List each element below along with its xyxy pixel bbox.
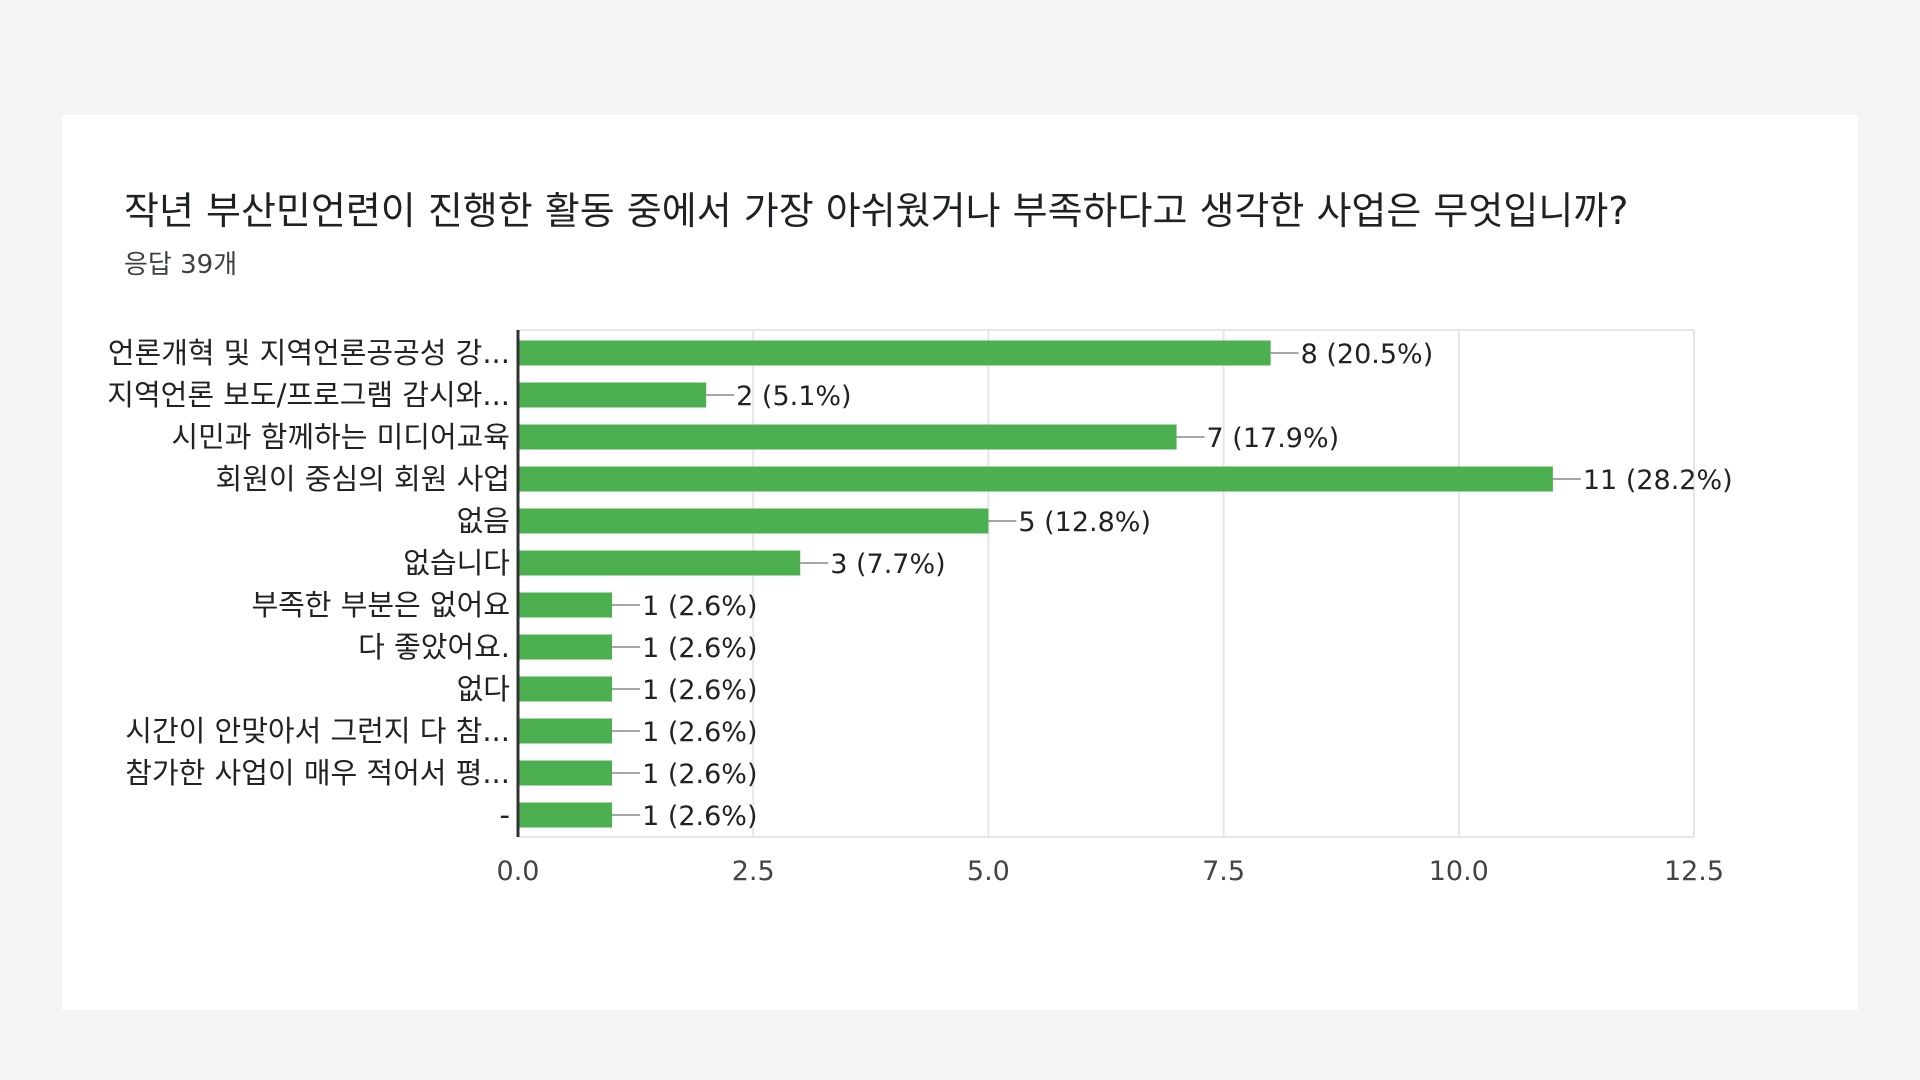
category-label: 없음 (457, 504, 510, 538)
category-label: 시민과 함께하는 미디어교육 (171, 420, 510, 454)
bar (518, 634, 613, 660)
bar (518, 550, 801, 576)
value-label: 2 (5.1%) (736, 381, 851, 412)
category-labels: 언론개혁 및 지역언론공공성 강... 지역언론 보도/프로그램 감시와... 시민… (107, 336, 510, 832)
category-label: 회원이 중심의 회원 사업 (216, 462, 510, 496)
value-label: 1 (2.6%) (642, 717, 757, 748)
value-labels: 8 (20.5%) 2 (5.1%) 7 (17.9%) 11 (28.2%) 5 (1… (642, 339, 1733, 832)
chart-title: 작년 부산민언련이 진행한 활동 중에서 가장 아쉬웠거나 부족하다고 생각한 … (124, 189, 1629, 233)
category-label: - (500, 798, 510, 832)
bar (518, 508, 989, 534)
x-tick-label: 2.5 (732, 856, 775, 887)
bar (518, 592, 613, 618)
x-tick-label: 0.0 (497, 856, 540, 887)
response-count: 응답 39개 (124, 250, 238, 280)
value-label: 1 (2.6%) (642, 759, 757, 790)
bar (518, 718, 613, 744)
x-tick-label: 12.5 (1664, 856, 1724, 887)
category-label: 부족한 부분은 없어요 (251, 588, 510, 622)
x-tick-label: 5.0 (967, 856, 1010, 887)
bar (518, 676, 613, 702)
value-label: 1 (2.6%) (642, 801, 757, 832)
bar (518, 760, 613, 786)
bar (518, 382, 707, 408)
category-label: 시간이 안맞아서 그런지 다 참... (125, 714, 510, 748)
category-label: 언론개혁 및 지역언론공공성 강... (108, 336, 510, 370)
category-label: 지역언론 보도/프로그램 감시와... (107, 378, 510, 412)
value-label: 8 (20.5%) (1301, 339, 1434, 370)
bar (518, 340, 1271, 366)
x-axis-ticks: 0.0 2.5 5.0 7.5 10.0 12.5 (497, 856, 1725, 887)
value-label: 5 (12.8%) (1018, 507, 1151, 538)
value-label: 1 (2.6%) (642, 591, 757, 622)
category-label: 다 좋았어요. (358, 630, 510, 664)
grid-lines (518, 329, 1695, 838)
value-label: 1 (2.6%) (642, 633, 757, 664)
bar (518, 424, 1177, 450)
value-connectors (612, 352, 1581, 816)
x-tick-label: 10.0 (1429, 856, 1489, 887)
value-label: 11 (28.2%) (1583, 465, 1733, 496)
category-label: 참가한 사업이 매우 적어서 평... (125, 756, 510, 790)
category-label: 없습니다 (403, 546, 510, 580)
chart-card (62, 115, 1858, 1010)
value-label: 1 (2.6%) (642, 675, 757, 706)
bar (518, 466, 1553, 492)
bar (518, 802, 613, 828)
value-label: 3 (7.7%) (830, 549, 945, 580)
value-label: 7 (17.9%) (1207, 423, 1340, 454)
bars (518, 340, 1553, 828)
x-tick-label: 7.5 (1202, 856, 1245, 887)
category-label: 없다 (457, 672, 510, 706)
